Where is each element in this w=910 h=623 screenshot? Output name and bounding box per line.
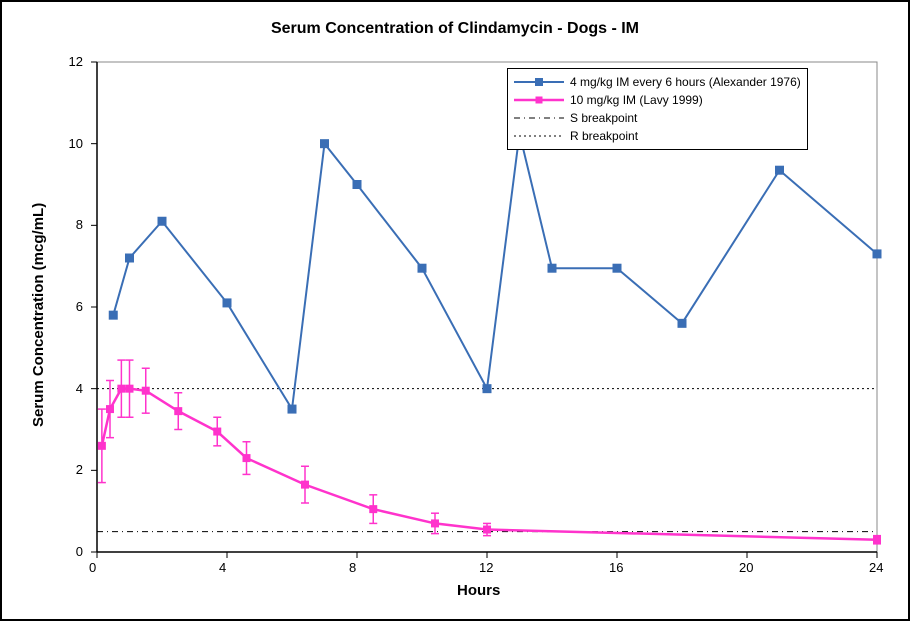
legend-row: 10 mg/kg IM (Lavy 1999) bbox=[514, 91, 801, 109]
x-tick-label: 16 bbox=[609, 560, 623, 575]
legend-row: R breakpoint bbox=[514, 127, 801, 145]
legend-label: 10 mg/kg IM (Lavy 1999) bbox=[570, 93, 703, 107]
y-tick-label: 8 bbox=[76, 217, 83, 232]
legend-label: S breakpoint bbox=[570, 111, 637, 125]
y-tick-label: 6 bbox=[76, 299, 83, 314]
legend-sample bbox=[514, 111, 564, 125]
legend-sample bbox=[514, 129, 564, 143]
x-tick-label: 12 bbox=[479, 560, 493, 575]
x-tick-label: 20 bbox=[739, 560, 753, 575]
y-axis-label: Serum Concentration (mcg/mL) bbox=[30, 203, 47, 427]
y-tick-label: 0 bbox=[76, 544, 83, 559]
x-tick-label: 4 bbox=[219, 560, 226, 575]
x-axis-label: Hours bbox=[457, 582, 500, 599]
legend-row: S breakpoint bbox=[514, 109, 801, 127]
chart-frame: Serum Concentration of Clindamycin - Dog… bbox=[0, 0, 910, 621]
legend-sample bbox=[514, 93, 564, 107]
y-tick-label: 2 bbox=[76, 462, 83, 477]
x-tick-label: 0 bbox=[89, 560, 96, 575]
y-tick-label: 4 bbox=[76, 381, 83, 396]
y-tick-label: 10 bbox=[69, 136, 83, 151]
x-tick-label: 8 bbox=[349, 560, 356, 575]
legend: 4 mg/kg IM every 6 hours (Alexander 1976… bbox=[507, 68, 808, 150]
legend-sample bbox=[514, 75, 564, 89]
x-tick-label: 24 bbox=[869, 560, 883, 575]
y-tick-label: 12 bbox=[69, 54, 83, 69]
legend-label: R breakpoint bbox=[570, 129, 638, 143]
legend-row: 4 mg/kg IM every 6 hours (Alexander 1976… bbox=[514, 73, 801, 91]
legend-label: 4 mg/kg IM every 6 hours (Alexander 1976… bbox=[570, 75, 801, 89]
